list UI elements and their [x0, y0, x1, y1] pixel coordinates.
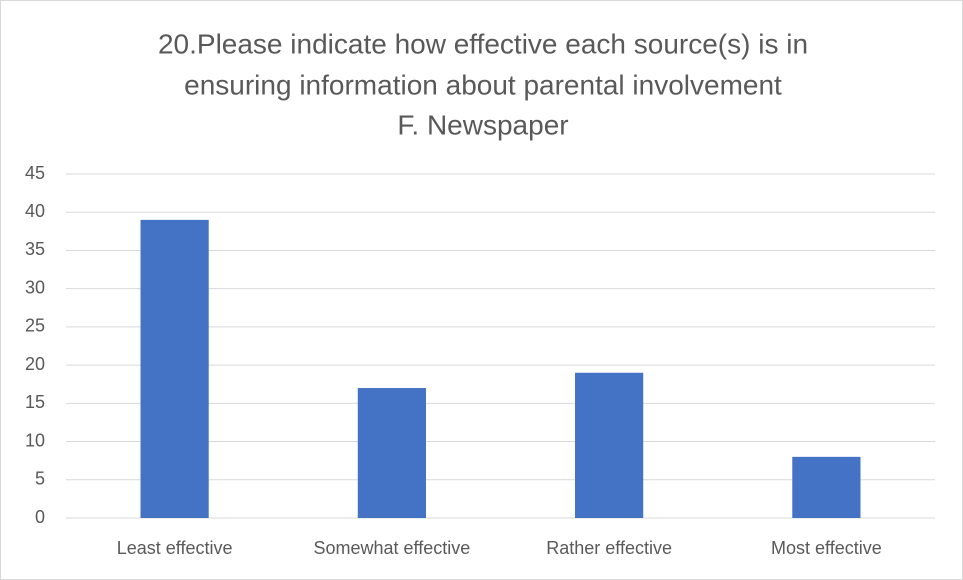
y-tick-label: 25 — [25, 316, 45, 336]
bar — [140, 219, 209, 518]
y-tick-label: 35 — [25, 239, 45, 259]
bar — [357, 388, 426, 518]
chart-title: 20.Please indicate how effective each so… — [158, 28, 808, 59]
x-tick-label: Rather effective — [546, 538, 672, 558]
y-tick-label: 40 — [25, 201, 45, 221]
y-tick-label: 10 — [25, 430, 45, 450]
y-tick-label: 0 — [35, 507, 45, 527]
bar — [792, 456, 861, 518]
y-tick-label: 15 — [25, 392, 45, 412]
y-tick-label: 20 — [25, 354, 45, 374]
y-tick-label: 45 — [25, 163, 45, 183]
x-tick-label: Somewhat effective — [313, 538, 470, 558]
y-tick-label: 30 — [25, 277, 45, 297]
x-tick-label: Most effective — [771, 538, 882, 558]
chart-title: F. Newspaper — [397, 109, 568, 140]
bar — [575, 372, 644, 518]
x-tick-label: Least effective — [117, 538, 233, 558]
y-tick-label: 5 — [35, 469, 45, 489]
chart-title: ensuring information about parental invo… — [184, 69, 782, 100]
